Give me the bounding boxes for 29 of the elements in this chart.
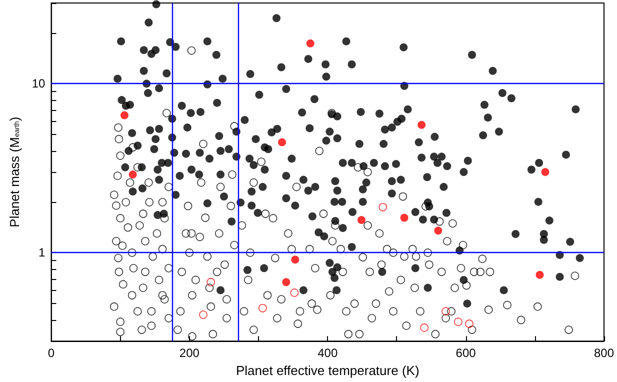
point — [306, 39, 314, 48]
x-tick-label: 800 — [594, 346, 614, 360]
x-tick-label: 400 — [318, 346, 338, 360]
point — [454, 318, 462, 326]
point — [434, 226, 442, 235]
point — [206, 278, 215, 286]
point — [128, 170, 137, 179]
y-tick-label: 10 — [32, 76, 46, 91]
point — [378, 203, 388, 212]
point — [541, 168, 550, 176]
y-tick-label: 1 — [38, 246, 46, 260]
point — [400, 214, 408, 222]
x-tick-label: 0 — [48, 346, 55, 360]
x-tick-label: 200 — [179, 346, 200, 360]
point — [442, 307, 450, 316]
point — [258, 304, 267, 312]
point — [418, 120, 426, 129]
point — [465, 320, 474, 328]
point — [291, 256, 300, 264]
point — [278, 138, 286, 146]
point — [536, 270, 544, 279]
point — [290, 288, 299, 297]
point — [420, 324, 428, 332]
point — [199, 310, 208, 319]
point — [357, 216, 366, 224]
x-tick-label: 600 — [456, 346, 476, 360]
point — [120, 111, 128, 120]
point — [282, 278, 290, 286]
x-axis-title: Planet effective temperature (K) — [236, 363, 420, 378]
